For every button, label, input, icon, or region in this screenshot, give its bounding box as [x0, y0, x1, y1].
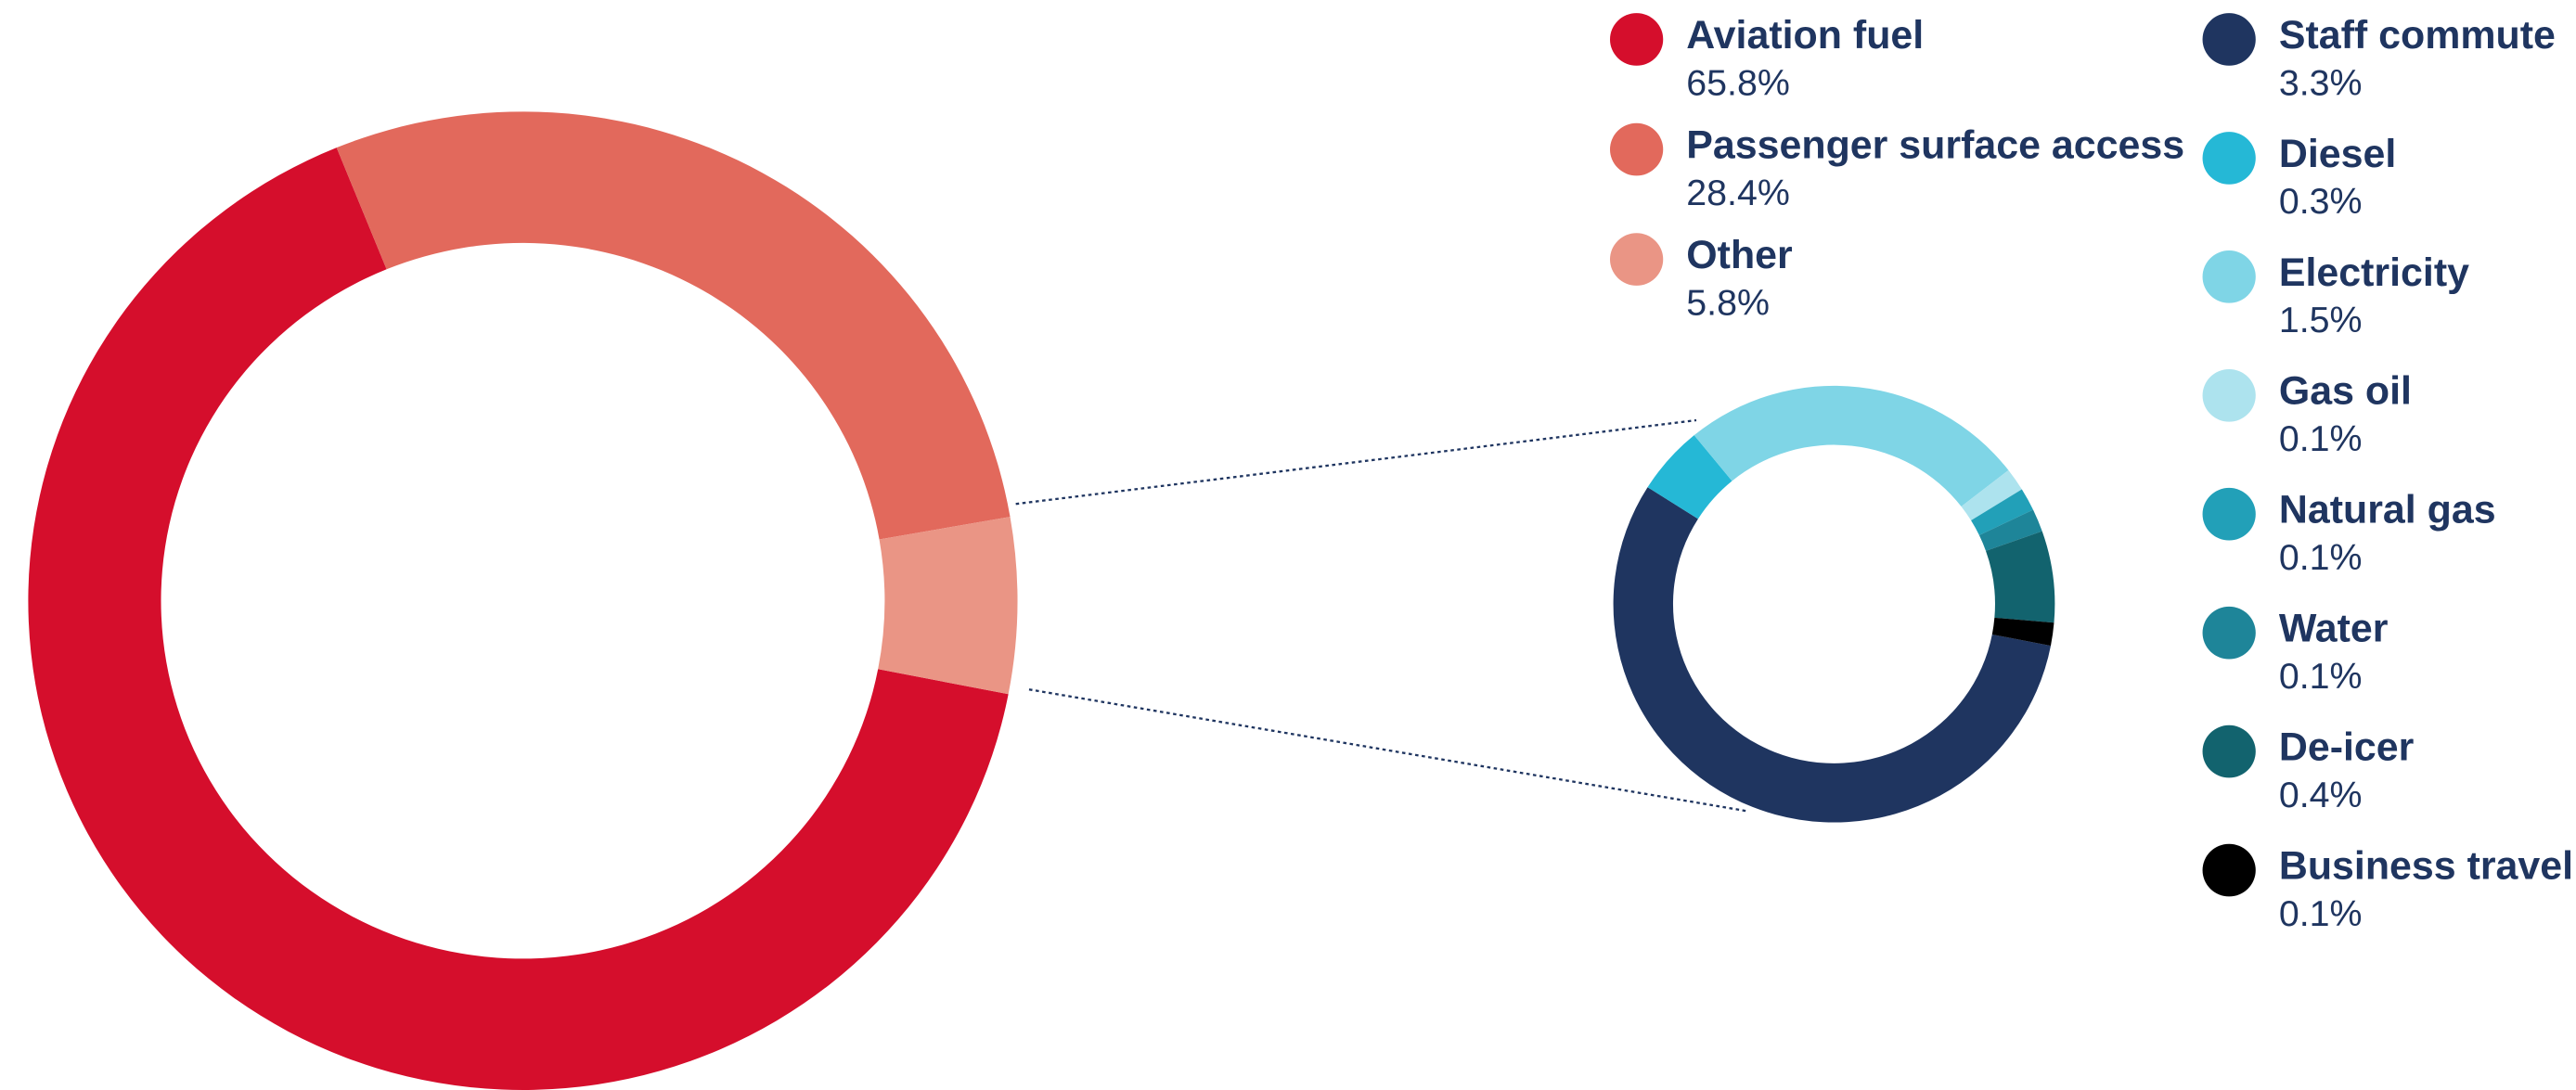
legend-swatch — [1610, 13, 1664, 66]
legend-label: Electricity — [2279, 250, 2469, 295]
legend-swatch — [2202, 725, 2256, 778]
donut-slice — [1971, 489, 2033, 536]
legend-value: 3.3% — [2279, 63, 2363, 103]
legend-swatch — [2202, 843, 2256, 897]
donut-slice — [1986, 531, 2055, 623]
connector-line — [1028, 688, 1746, 813]
legend-value: 1.5% — [2279, 301, 2363, 340]
donut-slice — [1694, 385, 2009, 507]
legend-swatch — [2202, 250, 2256, 303]
legend-value: 0.1% — [2279, 657, 2363, 697]
legend-swatch — [2202, 606, 2256, 660]
donut-slice — [1647, 435, 1732, 519]
legend-label: Gas oil — [2279, 369, 2412, 414]
connector-line — [1015, 418, 1697, 506]
legend-label: Water — [2279, 607, 2389, 651]
donut-slice — [1613, 487, 2051, 823]
legend-swatch — [2202, 13, 2256, 66]
legend-value: 65.8% — [1686, 63, 1790, 103]
donut-slice — [878, 517, 1018, 695]
legend-label: De-icer — [2279, 725, 2415, 770]
donut-slice — [1961, 469, 2022, 520]
legend-label: Passenger surface access — [1686, 123, 2184, 168]
legend-value: 5.8% — [1686, 284, 1770, 324]
donut-slice — [1991, 617, 2054, 647]
legend-label: Diesel — [2279, 132, 2396, 176]
legend-swatch — [1610, 233, 1664, 286]
donut-slice — [1978, 509, 2042, 551]
legend-label: Other — [1686, 233, 1792, 277]
legend-label: Staff commute — [2279, 13, 2556, 58]
legend-value: 0.1% — [2279, 538, 2363, 578]
legend-value: 0.1% — [2279, 419, 2363, 459]
donut-slice — [336, 111, 1011, 540]
legend-value: 0.1% — [2279, 894, 2363, 934]
legend-swatch — [2202, 132, 2256, 185]
legend-swatch — [2202, 487, 2256, 541]
legend-value: 0.4% — [2279, 776, 2363, 815]
legend-value: 28.4% — [1686, 173, 1790, 213]
legend-label: Aviation fuel — [1686, 13, 1924, 58]
legend-label: Natural gas — [2279, 488, 2496, 532]
legend-swatch — [1610, 122, 1664, 176]
legend-value: 0.3% — [2279, 182, 2363, 222]
legend-swatch — [2202, 368, 2256, 422]
legend-label: Business travel — [2279, 844, 2573, 889]
